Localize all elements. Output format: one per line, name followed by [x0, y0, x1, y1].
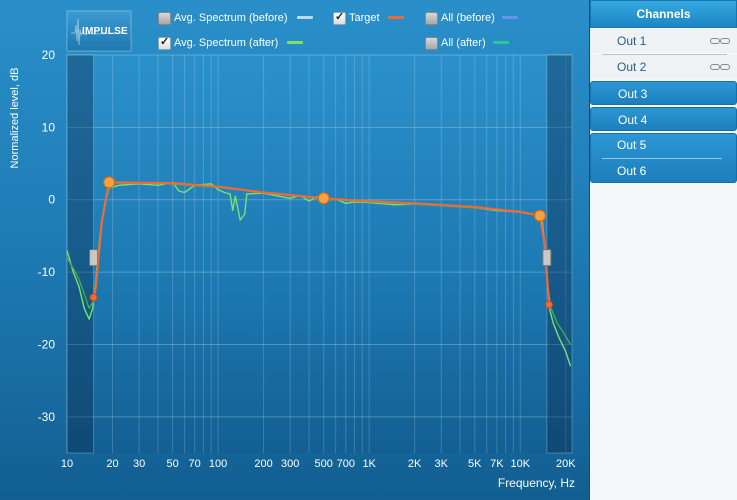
legend-label: Avg. Spectrum (after) [174, 37, 279, 49]
target-control-point [533, 209, 547, 222]
channel-label: Out 3 [618, 87, 648, 101]
legend-swatch [388, 16, 404, 19]
link-icon[interactable] [710, 38, 730, 44]
checkbox-avg-spectrum-before[interactable] [158, 12, 171, 25]
checkbox-avg-spectrum-after[interactable]: ✓ [158, 36, 171, 50]
link-separator [602, 158, 722, 159]
plot-area [67, 55, 572, 453]
channel-out-4[interactable]: Out 4 [590, 107, 737, 131]
edge-marker [89, 293, 98, 302]
range-handle [89, 249, 99, 267]
checkbox-all-after[interactable] [425, 37, 438, 50]
channel-out-5[interactable]: Out 5 [590, 133, 737, 157]
y-tick-label: 10 [42, 120, 56, 134]
channels-sidebar: Channels Out 1 Out 2 Out 3 Out 4 Out 5 O… [590, 0, 737, 500]
x-tick-label: 300 [281, 458, 299, 470]
legend-label: Avg. Spectrum (before) [174, 12, 288, 24]
channel-label: Out 1 [617, 34, 647, 48]
x-tick-label: 10 [61, 458, 73, 470]
x-tick-label: 3K [435, 458, 449, 470]
y-tick-label: -10 [38, 265, 56, 279]
channel-label: Out 6 [617, 164, 647, 178]
channel-label: Out 4 [618, 113, 648, 127]
channels-header: Channels [590, 0, 737, 28]
x-tick-label: 7K [490, 458, 504, 470]
x-tick-label: 10K [510, 458, 530, 470]
y-tick-label: 0 [48, 193, 55, 207]
series-line-target [92, 181, 551, 305]
channel-label: Out 2 [617, 60, 647, 74]
y-axis-title: Normalized level, dB [9, 67, 21, 169]
channel-out-3[interactable]: Out 3 [590, 81, 737, 105]
x-tick-label: 200 [254, 458, 272, 470]
x-tick-label: 20K [556, 458, 576, 470]
checkmark-icon: ✓ [160, 36, 170, 48]
impulse-button-label: IMPULSE [82, 26, 128, 37]
legend-swatch [502, 16, 518, 19]
legend-label: Target [349, 12, 380, 24]
x-tick-label: 2K [408, 458, 422, 470]
x-tick-label: 700 [337, 458, 355, 470]
x-tick-label: 1K [362, 458, 376, 470]
target-control-point [317, 192, 330, 205]
channel-label: Out 5 [617, 138, 647, 152]
y-tick-label: -20 [38, 337, 56, 351]
link-separator [602, 54, 727, 55]
impulse-button[interactable]: IMPULSE [66, 10, 132, 52]
link-icon[interactable] [710, 64, 730, 70]
x-tick-label: 5K [468, 458, 482, 470]
x-tick-label: 20 [106, 458, 118, 470]
legend-swatch [287, 41, 303, 44]
y-tick-label: 20 [42, 48, 56, 62]
legend-label: All (after) [441, 37, 486, 49]
channel-out-6[interactable]: Out 6 [590, 159, 737, 183]
edge-marker [545, 300, 554, 309]
range-handle [542, 249, 552, 267]
x-tick-label: 500 [315, 458, 333, 470]
channel-out-1[interactable]: Out 1 [590, 29, 737, 53]
channel-out-2[interactable]: Out 2 [590, 55, 737, 79]
x-tick-label: 50 [166, 458, 178, 470]
impulse-waveform-icon [71, 18, 126, 46]
legend-label: All (before) [441, 12, 495, 24]
x-tick-label: 70 [189, 458, 201, 470]
checkmark-icon: ✓ [335, 11, 345, 23]
checkbox-all-before[interactable] [425, 12, 438, 25]
plot-panel: 20 10 0 -10 -20 -30 10 20 30 50 70 100 200 300 500 700 1… [0, 0, 590, 500]
legend-swatch [493, 41, 509, 44]
x-tick-label: 30 [133, 458, 145, 470]
x-tick-label: 100 [209, 458, 227, 470]
x-axis-title: Frequency, Hz [497, 476, 575, 490]
checkbox-target[interactable]: ✓ [333, 11, 346, 25]
target-control-point [103, 176, 116, 189]
legend-swatch [297, 16, 313, 19]
y-tick-label: -30 [38, 410, 56, 424]
